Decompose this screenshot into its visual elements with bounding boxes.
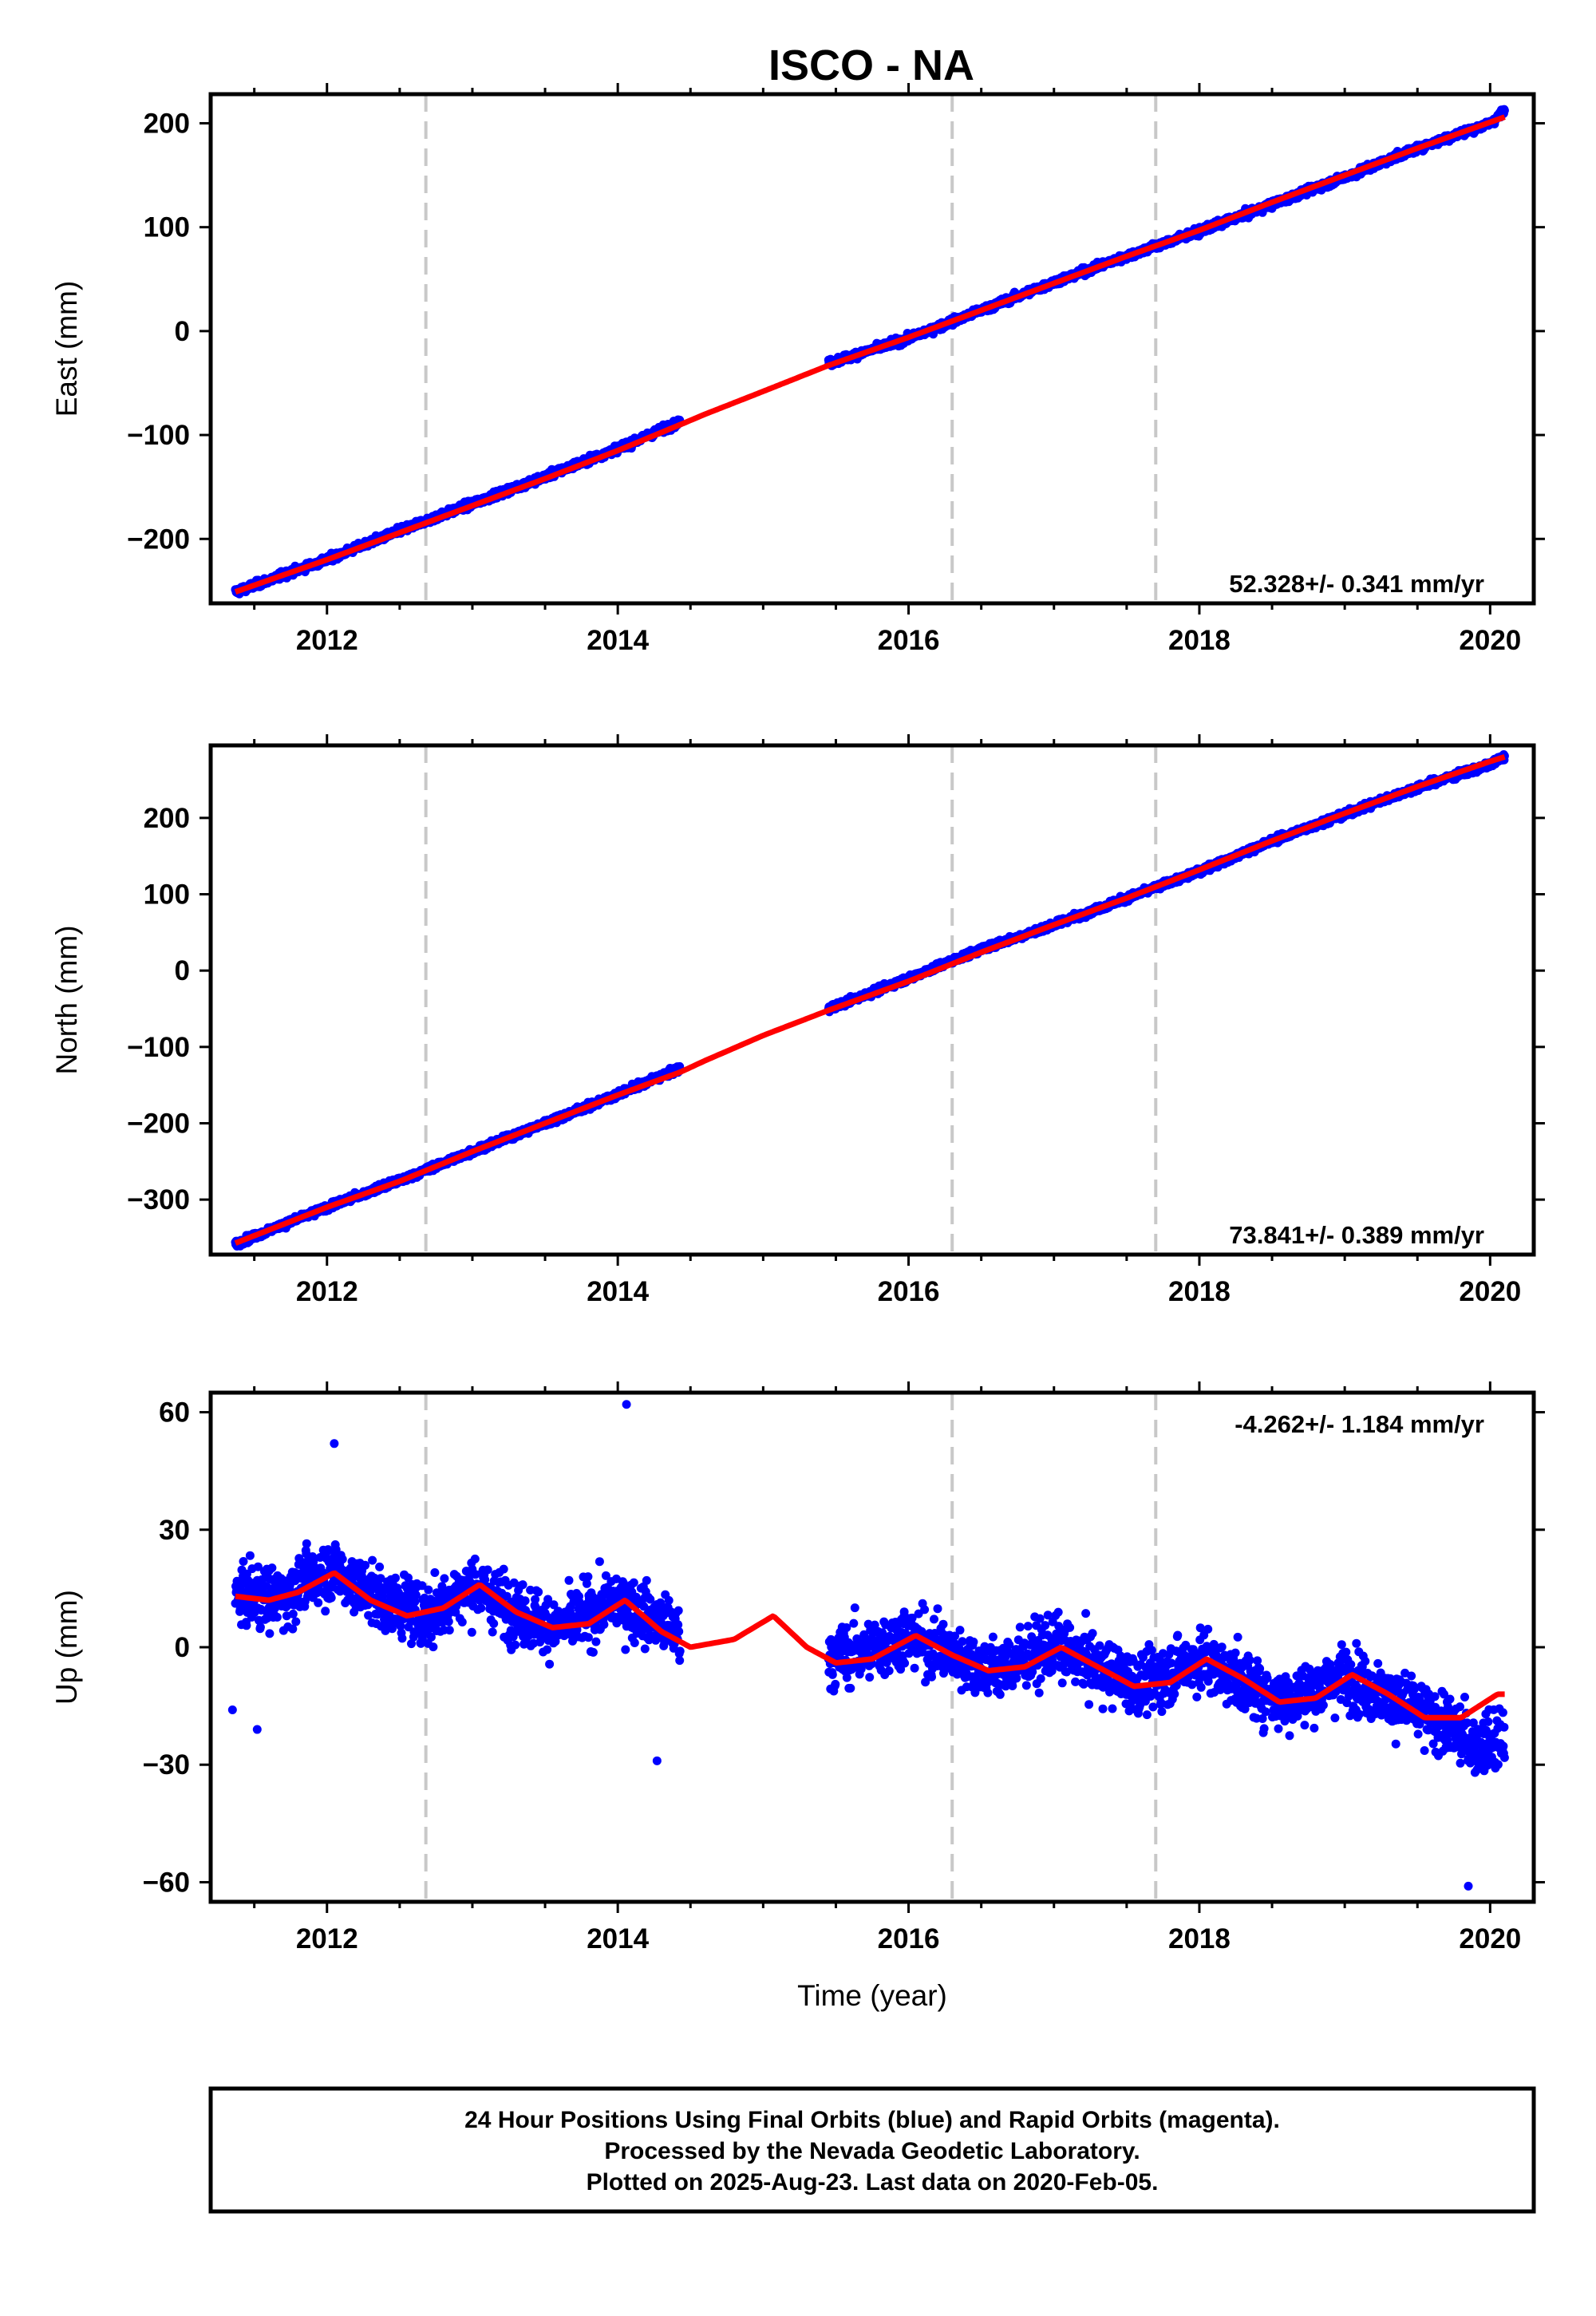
y-axis-label: East (mm) [50,281,83,417]
y-tick-label: −100 [127,420,190,451]
x-tick-label: 2018 [1168,625,1231,656]
y-tick-label: −200 [127,524,190,555]
panel-1: 2012 2014 2016 2018 2020 −200 −100 0 100 200 East … [50,83,1545,656]
y-tick-label: 0 [175,316,190,347]
x-tick-label: 2014 [587,625,649,656]
data-point [1499,105,1509,115]
rate-label: 52.328+/- 0.341 mm/yr [1229,570,1484,598]
y-tick-label: 100 [144,212,190,243]
model-line [234,114,1506,595]
panel-2: 2012 2014 2016 2018 2020−300−200−1000100200N… [50,734,1545,1307]
y-tick-label: 200 [144,108,190,139]
plot-frame [208,92,1536,606]
x-tick-label: 2012 [296,625,358,656]
x-tick-label: 2020 [1459,625,1521,656]
chart-title: ISCO - NA [768,41,974,89]
x-tick-label: 2016 [878,625,940,656]
